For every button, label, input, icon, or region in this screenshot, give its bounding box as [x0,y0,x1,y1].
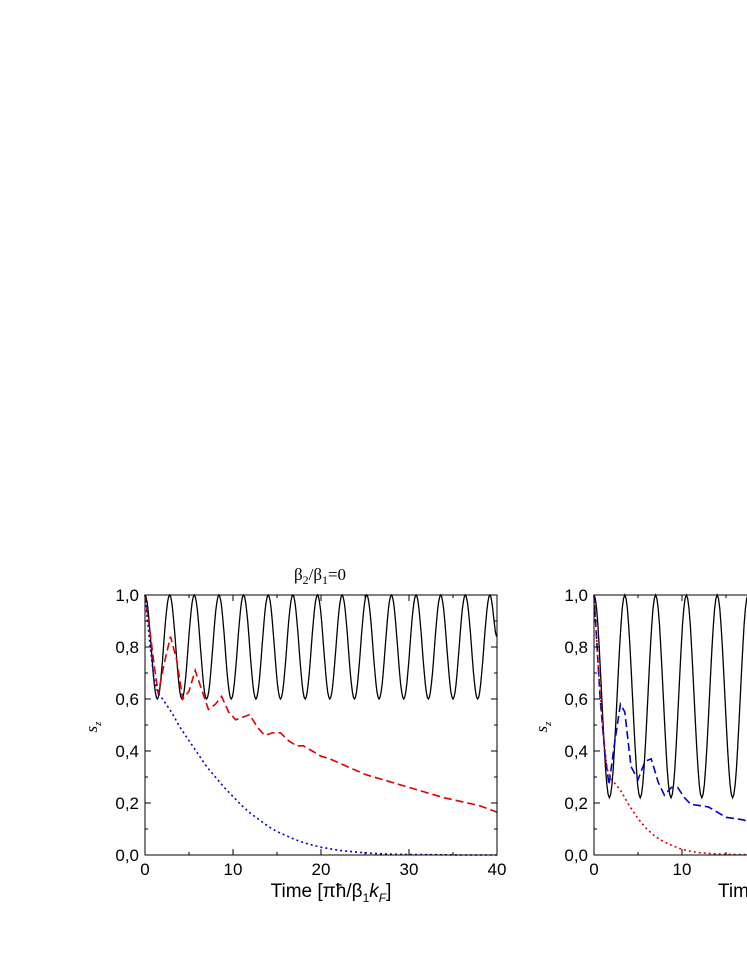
chart-panel-right: 0 10 0,0 0,2 0,4 0,6 0,8 1,0 sz Tim [532,586,747,902]
chart-panel-left: β2/β1=0 0 10 20 30 40 0,0 0,2 0,4 0,6 0,8 1,0 sz T… [82,565,506,905]
y-tick-label: 0,0 [115,846,139,865]
series-line-2 [593,594,747,856]
y-tick-label: 0,6 [115,690,139,709]
y-axis-label: sz [82,721,104,733]
x-tick-label: 0 [140,860,149,879]
x-tick-label: 0 [589,860,598,879]
y-tick-label: 0,2 [564,794,588,813]
x-tick-label: 30 [400,860,419,879]
x-axis-label: Time [πħ/β1kF] [271,881,392,905]
series-line-0 [593,593,747,800]
series-line-1 [593,594,747,823]
y-tick-label: 0,6 [564,690,588,709]
y-tick-label: 1,0 [564,586,588,605]
y-tick-label: 1,0 [115,586,139,605]
x-tick-label: 10 [673,860,692,879]
y-tick-label: 0,4 [115,742,139,761]
x-tick-label: 20 [312,860,331,879]
y-tick-label: 0,8 [564,638,588,657]
y-tick-label: 0,2 [115,794,139,813]
series-line-1 [144,594,498,813]
series-line-0 [144,593,498,701]
y-tick-label: 0,4 [564,742,588,761]
x-axis-label: Tim [718,881,747,902]
x-tick-label: 10 [224,860,243,879]
x-tick-label: 40 [488,860,507,879]
y-tick-label: 0,8 [115,638,139,657]
y-axis-label: sz [532,721,554,733]
series-line-2 [144,594,497,856]
plot-frame [593,594,747,856]
y-tick-label: 0,0 [564,846,588,865]
chart-title: β2/β1=0 [294,565,346,587]
plot-frame [144,594,498,856]
